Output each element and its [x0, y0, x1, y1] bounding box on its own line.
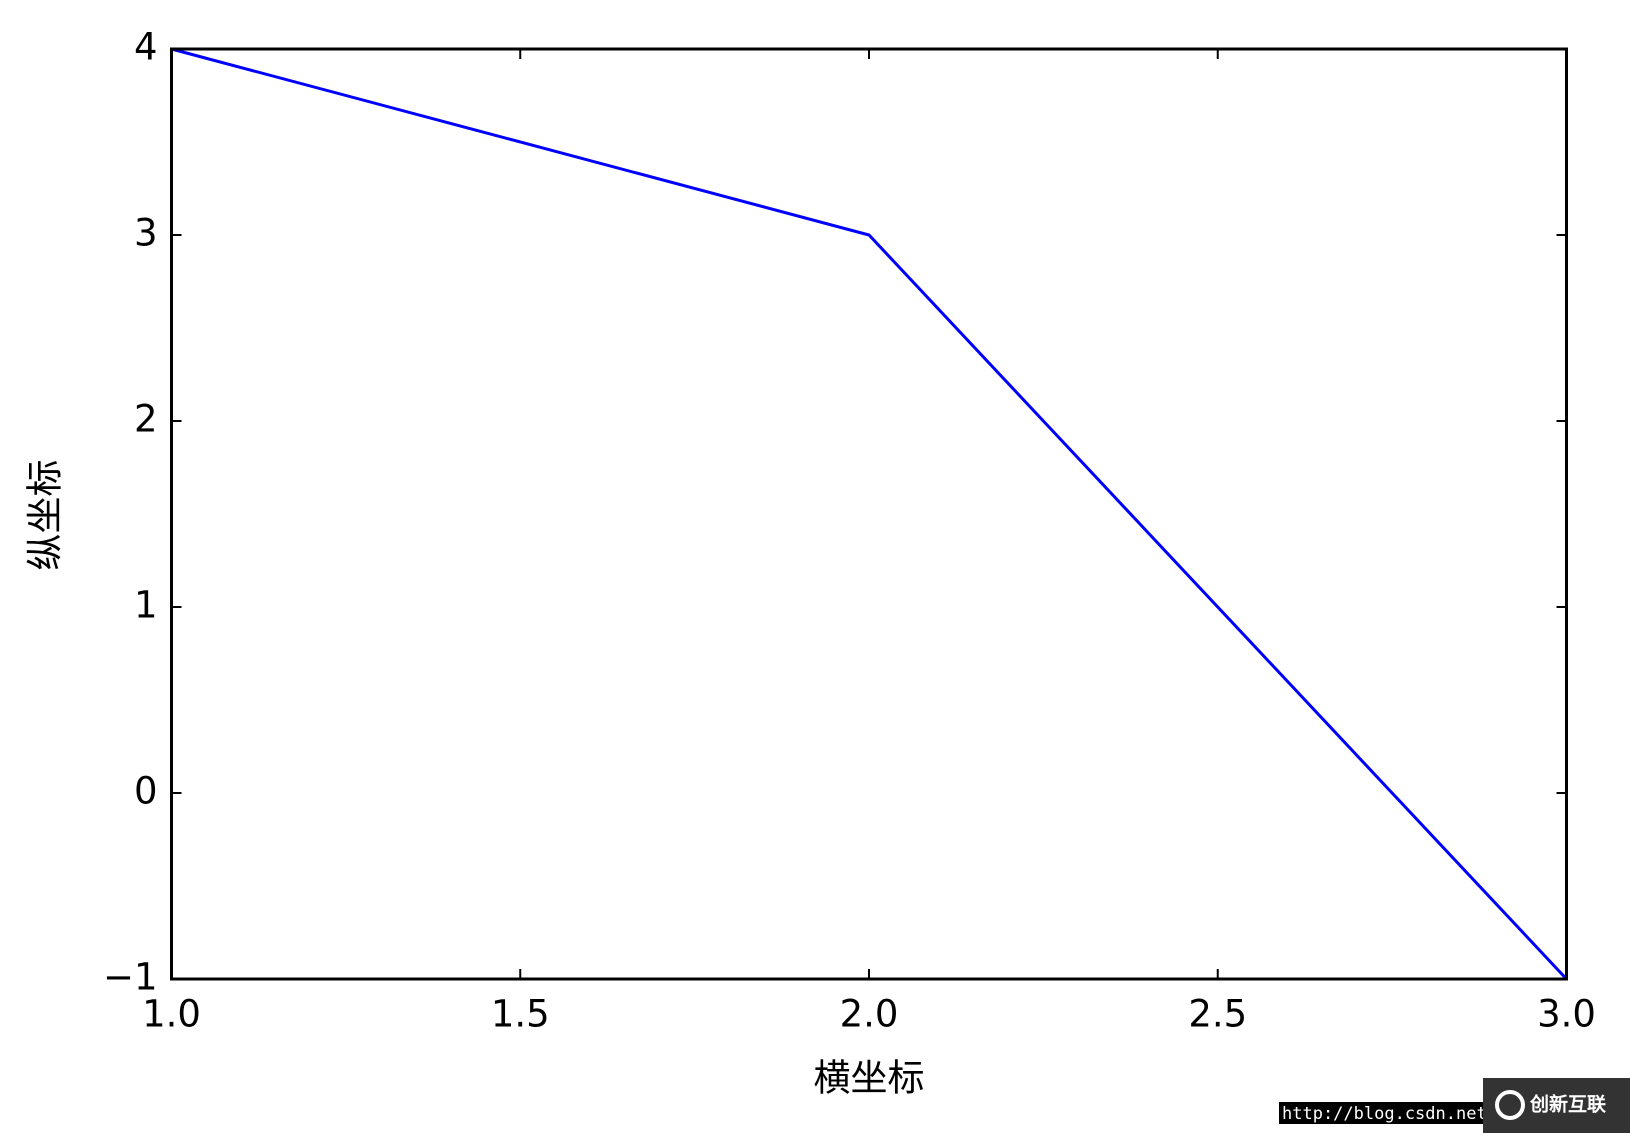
watermark-url: http://blog.csdn.net/ [1282, 1104, 1497, 1124]
logo-icon [1495, 1090, 1525, 1120]
x-tick-label: 2.0 [840, 993, 899, 1036]
x-tick-label: 1.5 [491, 993, 550, 1036]
y-tick-label: 2 [134, 398, 158, 441]
x-tick-label: 2.5 [1188, 993, 1247, 1036]
x-tick-label: 1.0 [142, 993, 201, 1036]
logo-box [1483, 1078, 1630, 1133]
y-tick-label: −1 [103, 956, 158, 999]
y-tick-label: 0 [134, 770, 158, 813]
data-line [171, 47, 1568, 981]
y-tick-label: 4 [134, 26, 158, 69]
y-tick-label: 3 [134, 212, 158, 255]
y-axis-label: 纵坐标 [24, 460, 67, 571]
x-axis-label: 横坐标 [814, 1057, 925, 1100]
watermark-box [1279, 1102, 1499, 1124]
logo-text: 创新互联 [1529, 1093, 1606, 1116]
x-tick-label: 3.0 [1537, 993, 1596, 1036]
y-tick-label: 1 [134, 584, 158, 627]
plot-frame [170, 47, 1568, 981]
